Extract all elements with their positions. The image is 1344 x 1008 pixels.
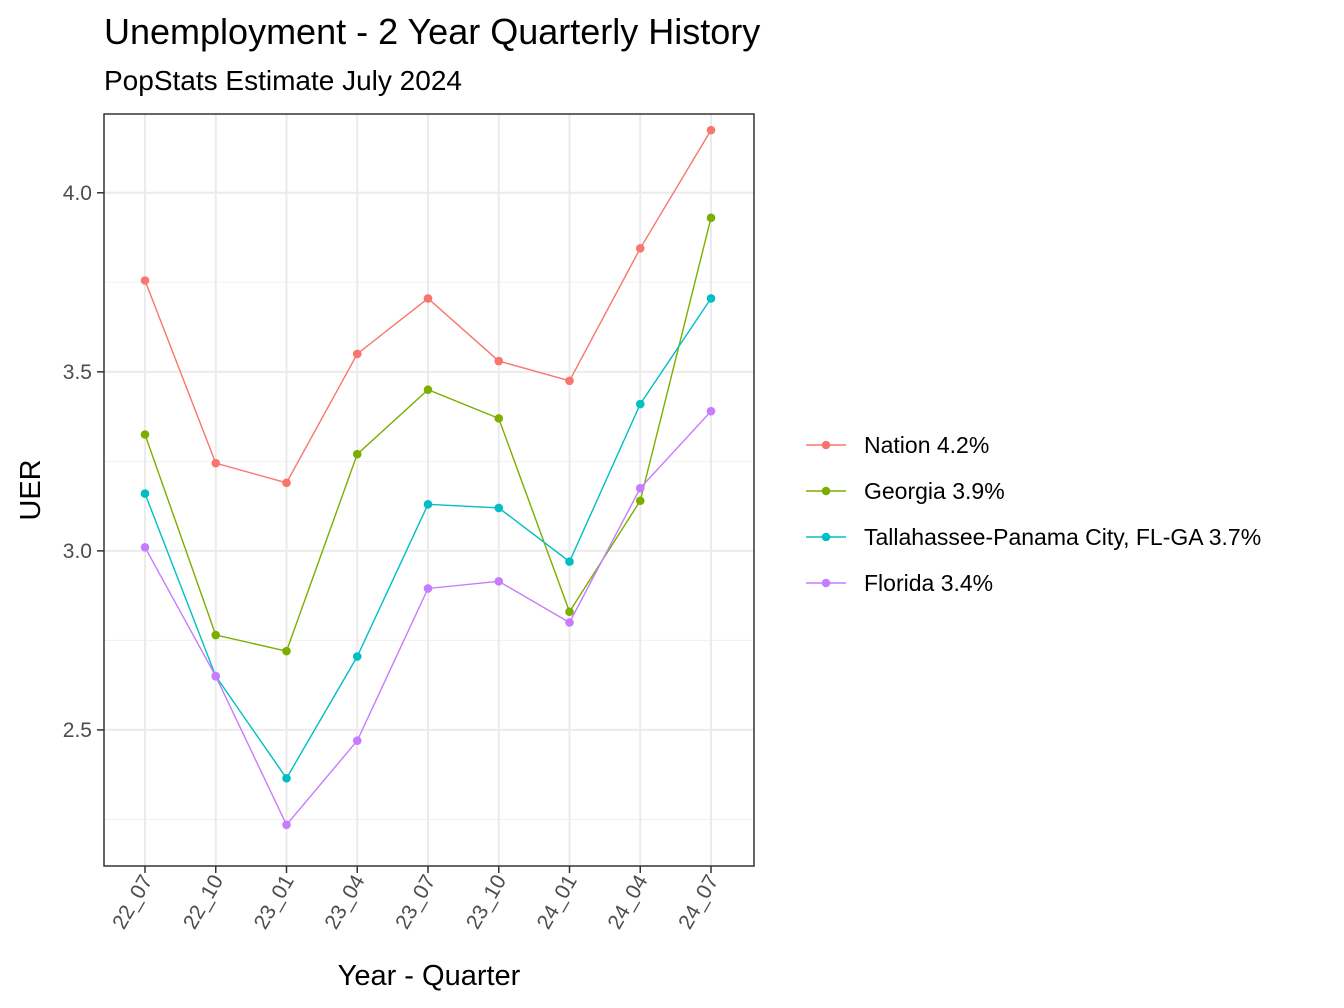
legend-label: Tallahassee-Panama City, FL-GA 3.7% [864, 524, 1261, 550]
y-tick-label: 3.0 [63, 540, 92, 563]
data-point [211, 630, 221, 640]
data-point [140, 542, 150, 552]
data-point [494, 503, 504, 513]
data-point [423, 500, 433, 509]
data-point [423, 385, 433, 395]
data-point [282, 820, 291, 830]
x-tick-label: 23_07 [391, 871, 440, 933]
series-lines [140, 125, 716, 830]
legend-key-point [821, 486, 831, 496]
data-point [635, 243, 645, 253]
data-point [140, 489, 150, 498]
legend-label: Florida 3.4% [864, 570, 993, 596]
legend-item: Tallahassee-Panama City, FL-GA 3.7% [806, 524, 1261, 550]
data-point [706, 406, 716, 416]
data-point [140, 430, 150, 439]
x-tick-label: 22_07 [108, 871, 157, 933]
grid [104, 114, 754, 866]
y-axis-title: UER [15, 459, 47, 520]
data-point [706, 213, 716, 223]
chart-subtitle: PopStats Estimate July 2024 [104, 65, 462, 96]
data-point [635, 483, 645, 493]
chart-title: Unemployment - 2 Year Quarterly History [104, 11, 760, 52]
plot-panel-border [103, 113, 755, 867]
data-point [423, 584, 433, 593]
series-1 [140, 125, 716, 488]
data-point [635, 496, 645, 506]
x-tick-label: 22_10 [179, 871, 228, 933]
x-tick-label: 24_01 [533, 871, 582, 933]
data-point [706, 125, 716, 135]
axes: 2.5 3.0 3.5 4.0 22_07 22_10 23_01 23_04 23_07 23_… [63, 182, 724, 933]
data-point [494, 356, 504, 366]
legend-item: Georgia 3.9% [806, 478, 1005, 504]
data-point [282, 478, 291, 488]
x-tick-label: 23_04 [320, 871, 369, 933]
data-point [635, 399, 645, 409]
y-tick-label: 4.0 [63, 182, 92, 205]
y-tick-label: 3.5 [63, 361, 92, 384]
legend-label: Georgia 3.9% [864, 478, 1005, 504]
series-4 [140, 406, 716, 830]
data-point [494, 577, 504, 586]
x-tick-label: 24_07 [674, 871, 723, 933]
legend-item: Nation 4.2% [806, 432, 989, 458]
data-point [423, 294, 433, 303]
data-point [706, 294, 716, 303]
data-point [565, 376, 574, 386]
x-tick-label: 23_01 [250, 871, 299, 933]
legend-key-point [821, 578, 831, 588]
legend-key-point [821, 532, 831, 542]
legend-key-point [821, 440, 831, 450]
data-point [282, 646, 291, 656]
data-point [565, 557, 574, 566]
data-point [565, 618, 574, 627]
data-point [352, 449, 362, 459]
data-point [140, 276, 150, 285]
data-point [282, 773, 291, 783]
legend-item: Florida 3.4% [806, 570, 993, 596]
data-point [352, 652, 362, 661]
x-tick-label: 23_10 [462, 871, 511, 933]
y-tick-label: 2.5 [63, 719, 92, 742]
legend-label: Nation 4.2% [864, 432, 989, 458]
data-point [352, 349, 362, 359]
data-point [494, 414, 504, 423]
series-2 [140, 213, 716, 656]
series-3 [140, 294, 716, 783]
data-point [565, 607, 574, 617]
legend: Nation 4.2% Georgia 3.9% Tallahassee-Panam… [806, 432, 1261, 596]
data-point [211, 671, 221, 681]
x-axis-title: Year - Quarter [338, 960, 521, 992]
data-point [352, 736, 362, 745]
data-point [211, 458, 221, 468]
x-tick-label: 24_04 [603, 871, 652, 933]
